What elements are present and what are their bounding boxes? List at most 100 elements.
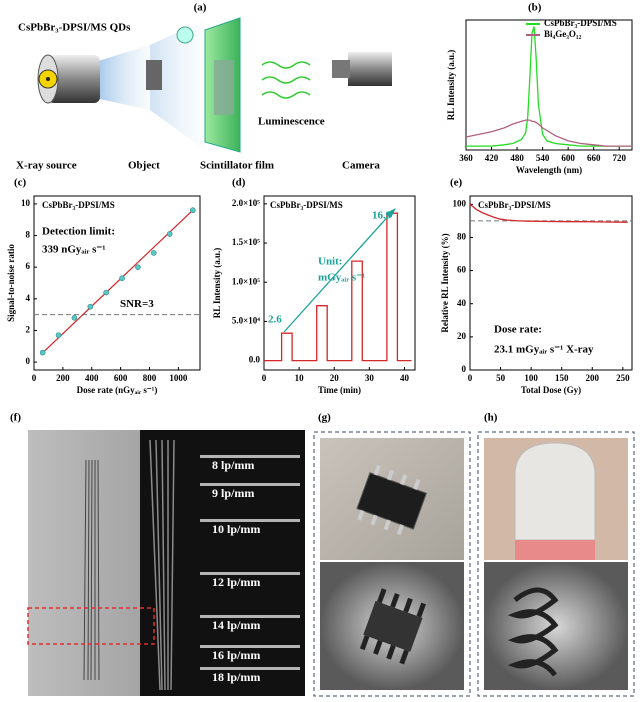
line-pattern bbox=[83, 459, 100, 681]
annotation: 339 nGyₐᵢᵣ s⁻¹ bbox=[42, 244, 106, 256]
x-tick-label: 420 bbox=[485, 153, 499, 163]
y-tick-label: 5.0×10⁴ bbox=[232, 315, 260, 325]
y-tick-label: 4 bbox=[26, 293, 31, 303]
y-tick-label: 1.5×10⁵ bbox=[232, 237, 260, 247]
plot-frame bbox=[465, 19, 633, 151]
panel-label: (g) bbox=[318, 412, 331, 424]
resolution-label: 18 lp/mm bbox=[212, 670, 260, 684]
y-tick-label: 2.0×10⁵ bbox=[232, 198, 260, 208]
luminescence-label: Luminescence bbox=[258, 116, 325, 128]
data-point bbox=[71, 314, 78, 321]
vial-liquid bbox=[515, 540, 595, 560]
series-line bbox=[466, 26, 632, 147]
xray-source bbox=[48, 55, 100, 103]
source-label: X-ray source bbox=[16, 160, 77, 172]
y-axis-label: RL Intensity (a.u.) bbox=[446, 50, 456, 121]
plot-frame bbox=[263, 195, 416, 371]
spring bbox=[507, 587, 559, 677]
y-tick-label: 80 bbox=[457, 231, 467, 241]
legend-label: CsPbBr₃-DPSI/MS bbox=[544, 18, 617, 28]
y-axis-label: Signal-to-noise ratio bbox=[6, 244, 16, 322]
panel-label: (b) bbox=[528, 2, 542, 14]
x-tick-label: 0 bbox=[32, 373, 37, 383]
object bbox=[146, 60, 162, 90]
data-point bbox=[151, 250, 157, 256]
y-tick-label: 100 bbox=[453, 198, 467, 208]
beam bbox=[95, 45, 150, 110]
camera-lens bbox=[332, 60, 350, 78]
x-tick-label: 400 bbox=[85, 373, 99, 383]
vial-cap bbox=[514, 442, 596, 541]
resolution-label: 12 lp/mm bbox=[212, 575, 260, 589]
resolution-bar bbox=[200, 519, 300, 522]
panel-label: (c) bbox=[14, 177, 27, 189]
x-tick-label: 360 bbox=[459, 153, 473, 163]
x-tick-label: 100 bbox=[524, 373, 538, 383]
film-label: Scintillator film bbox=[200, 160, 274, 172]
panel-frame bbox=[477, 431, 635, 697]
resolution-bar bbox=[200, 483, 300, 486]
y-tick-label: 0 bbox=[26, 356, 31, 366]
series-line bbox=[264, 212, 412, 362]
x-tick-label: 50 bbox=[496, 373, 506, 383]
y-tick-label: 2 bbox=[26, 325, 31, 335]
y-tick-label: 60 bbox=[457, 265, 467, 275]
y-axis-label: Relative RL Intensity (%) bbox=[440, 233, 450, 332]
panel-label: (e) bbox=[450, 177, 463, 189]
y-tick-label: 8 bbox=[26, 230, 31, 240]
data-point bbox=[119, 275, 125, 282]
x-tick-label: 600 bbox=[114, 373, 128, 383]
trend-arrowhead bbox=[386, 208, 396, 218]
resolution-bar bbox=[200, 455, 300, 458]
annotation: Unit: bbox=[318, 256, 342, 268]
y-tick-label: 10 bbox=[21, 198, 31, 208]
x-tick-label: 250 bbox=[616, 373, 630, 383]
x-tick-label: 800 bbox=[143, 373, 157, 383]
y-tick-label: 0 bbox=[462, 364, 467, 374]
annotation: CsPbBr₃-DPSI/MS bbox=[270, 200, 343, 210]
resolution-bar bbox=[200, 615, 300, 618]
data-point bbox=[189, 207, 196, 214]
film-image bbox=[214, 60, 234, 115]
data-point bbox=[103, 289, 109, 296]
x-axis-label: Dose rate (nGyₐᵢᵣ s⁻¹) bbox=[77, 385, 158, 395]
x-axis-label: Time (min) bbox=[318, 385, 361, 395]
plot-frame bbox=[469, 195, 633, 371]
series-line bbox=[469, 203, 628, 223]
x-tick-label: 540 bbox=[536, 153, 550, 163]
resolution-group: 8 lp/mm 9 lp/mm 10 lp/mm 12 lp/mm 14 lp/mm 16… bbox=[200, 455, 300, 684]
panel-label: (a) bbox=[194, 2, 207, 14]
panel-label: (d) bbox=[232, 177, 246, 189]
y-tick-label: 1.0×10⁵ bbox=[232, 276, 260, 286]
y-tick-label: 0.0 bbox=[249, 355, 261, 365]
qd-icon bbox=[176, 26, 194, 44]
data-point bbox=[55, 332, 62, 339]
y-tick-label: 40 bbox=[457, 298, 467, 308]
x-tick-label: 30 bbox=[365, 373, 375, 383]
luminescence-waves bbox=[261, 61, 311, 99]
panel-label: (f) bbox=[10, 412, 21, 424]
resolution-bar bbox=[200, 667, 300, 670]
resolution-label: 10 lp/mm bbox=[212, 522, 260, 536]
series-line bbox=[465, 119, 632, 147]
data-point bbox=[87, 303, 94, 310]
material-label: CsPbBr₃-DPSI/MS QDs bbox=[18, 22, 131, 34]
x-tick-label: 0 bbox=[262, 373, 267, 383]
plot-frame bbox=[33, 195, 201, 371]
annotation: CsPbBr₃-DPSI/MS bbox=[478, 200, 551, 210]
panel-frame bbox=[313, 431, 471, 697]
panel-label: (h) bbox=[484, 412, 498, 424]
reference-label: SNR=3 bbox=[120, 298, 154, 310]
annotation: CsPbBr₃-DPSI/MS bbox=[42, 200, 115, 210]
object-label: Object bbox=[128, 160, 160, 172]
x-axis-label: Wavelength (nm) bbox=[516, 165, 582, 175]
annotation: Detection limit: bbox=[42, 226, 115, 238]
legend-label: Bi₄Ge₃O₁₂ bbox=[544, 29, 582, 39]
resolution-bar bbox=[200, 645, 300, 648]
schematic bbox=[37, 17, 392, 153]
resolution-label: 9 lp/mm bbox=[212, 486, 254, 500]
x-axis-label: Total Dose (Gy) bbox=[521, 385, 581, 395]
highlight-box bbox=[27, 607, 155, 645]
